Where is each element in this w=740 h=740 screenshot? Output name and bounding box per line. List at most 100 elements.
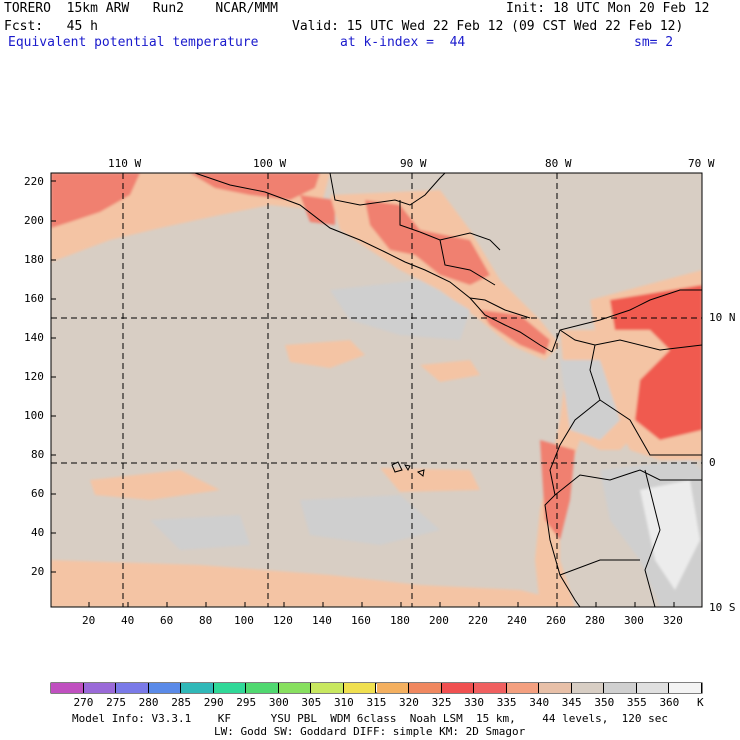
lat-label: 10 N	[709, 311, 736, 324]
lat-label: 10 S	[709, 601, 736, 614]
colorbar-cell	[441, 683, 475, 693]
x-tick-label: 60	[160, 614, 174, 627]
smoothing-info: sm= 2	[634, 35, 674, 50]
colorbar-label: 340	[529, 696, 550, 709]
y-tick-label: 60	[31, 487, 45, 500]
colorbar-cell	[474, 683, 507, 693]
colorbar-label: 330	[464, 696, 485, 709]
warm-region	[285, 340, 365, 368]
x-tick-label: 40	[121, 614, 135, 627]
x-tick-label: 200	[429, 614, 449, 627]
warm-region	[51, 560, 560, 607]
colorbar-label: 300	[268, 696, 289, 709]
x-tick-label: 20	[82, 614, 96, 627]
physics-info: LW: Godd SW: Goddard DIFF: simple KM: 2D…	[214, 725, 526, 738]
colorbar-label: 305	[301, 696, 322, 709]
lon-label: 90 W	[400, 157, 427, 170]
y-tick-label: 120	[24, 370, 44, 383]
y-tick-label: 160	[24, 292, 44, 305]
x-tick-label: 80	[199, 614, 213, 627]
x-tick-label: 220	[468, 614, 488, 627]
x-tick-label: 120	[273, 614, 293, 627]
colorbar-label: 320	[399, 696, 419, 709]
valid-time: Valid: 15 UTC Wed 22 Feb 12 (09 CST Wed …	[292, 19, 684, 34]
plot-frame	[50, 172, 703, 608]
init-time: Init: 18 UTC Mon 20 Feb 12	[506, 1, 710, 16]
x-tick-label: 300	[624, 614, 644, 627]
colorbar-cell	[181, 683, 214, 693]
lat-label: 0	[709, 456, 716, 469]
x-tick-label: 100	[234, 614, 254, 627]
colorbar-label: 285	[171, 696, 192, 709]
colorbar-label: 335	[496, 696, 517, 709]
x-tick-label: 280	[585, 614, 605, 627]
colorbar-label: 325	[431, 696, 452, 709]
y-tick-label: 220	[24, 175, 44, 188]
axis-ticks	[51, 180, 675, 607]
colorbar-cell	[506, 683, 540, 693]
x-tick-label: 160	[351, 614, 371, 627]
model-info: Model Info: V3.3.1 KF YSU PBL WDM 6class…	[72, 712, 669, 725]
theta-e-field	[51, 173, 702, 607]
colorbar-cell	[246, 683, 279, 693]
lon-label: 70 W	[688, 157, 715, 170]
x-tick-label: 320	[663, 614, 683, 627]
colorbar-label: 290	[203, 696, 224, 709]
y-tick-label: 180	[24, 253, 44, 266]
warm-region	[540, 440, 575, 540]
colorbar-cell	[539, 683, 572, 693]
x-tick-label: 260	[546, 614, 566, 627]
colorbar-label: 270	[73, 696, 94, 709]
colorbar-label: 315	[366, 696, 387, 709]
y-tick-label: 200	[24, 214, 44, 227]
colorbar-label: 355	[626, 696, 647, 709]
cool-region	[300, 495, 440, 545]
colorbar-label: 280	[138, 696, 159, 709]
y-tick-label: 80	[31, 448, 45, 461]
hot-region	[51, 173, 140, 228]
colorbar-cell	[376, 683, 410, 693]
hot-region	[365, 200, 490, 285]
colorbar-cell	[116, 683, 149, 693]
colorbar-cell	[148, 683, 182, 693]
colorbar-cell	[571, 683, 605, 693]
lat-lon-grid	[51, 173, 702, 607]
hot-region	[190, 173, 320, 200]
forecast-hour: Fcst: 45 h	[4, 19, 98, 34]
x-tick-label: 180	[390, 614, 410, 627]
cool-region	[150, 515, 250, 550]
hot-region	[610, 285, 702, 440]
colorbar-cell	[409, 683, 442, 693]
cool-region	[330, 280, 470, 340]
colorbar-label: 275	[106, 696, 126, 709]
y-tick-label: 100	[24, 409, 44, 422]
coastlines	[194, 173, 702, 607]
colorbar-cell	[83, 683, 117, 693]
y-tick-label: 20	[31, 565, 45, 578]
colorbar-cell	[213, 683, 247, 693]
lon-label: 110 W	[108, 157, 142, 170]
level-info: at k-index = 44	[340, 35, 466, 50]
hot-region	[300, 195, 335, 225]
colorbar-cell	[343, 683, 377, 693]
lon-label: 100 W	[253, 157, 287, 170]
field-name: Equivalent potential temperature	[8, 35, 259, 50]
colorbar-label: 310	[333, 696, 354, 709]
colorbar-label: 350	[594, 696, 615, 709]
warm-region	[380, 468, 480, 492]
colorbar-cell	[278, 683, 312, 693]
colorbar-cell	[604, 683, 637, 693]
x-tick-label: 240	[507, 614, 527, 627]
x-tick-label: 140	[312, 614, 332, 627]
y-tick-label: 140	[24, 331, 44, 344]
coolest-region	[640, 480, 700, 590]
y-tick-label: 40	[31, 526, 45, 539]
model-title: TORERO 15km ARW Run2 NCAR/MMM	[4, 1, 278, 16]
colorbar-cell	[51, 683, 84, 693]
colorbar-cell	[669, 683, 702, 693]
colorbar-cell	[636, 683, 670, 693]
colorbar-unit: K	[697, 696, 704, 709]
colorbar-label: 360	[659, 696, 680, 709]
colorbar-label: 295	[236, 696, 257, 709]
